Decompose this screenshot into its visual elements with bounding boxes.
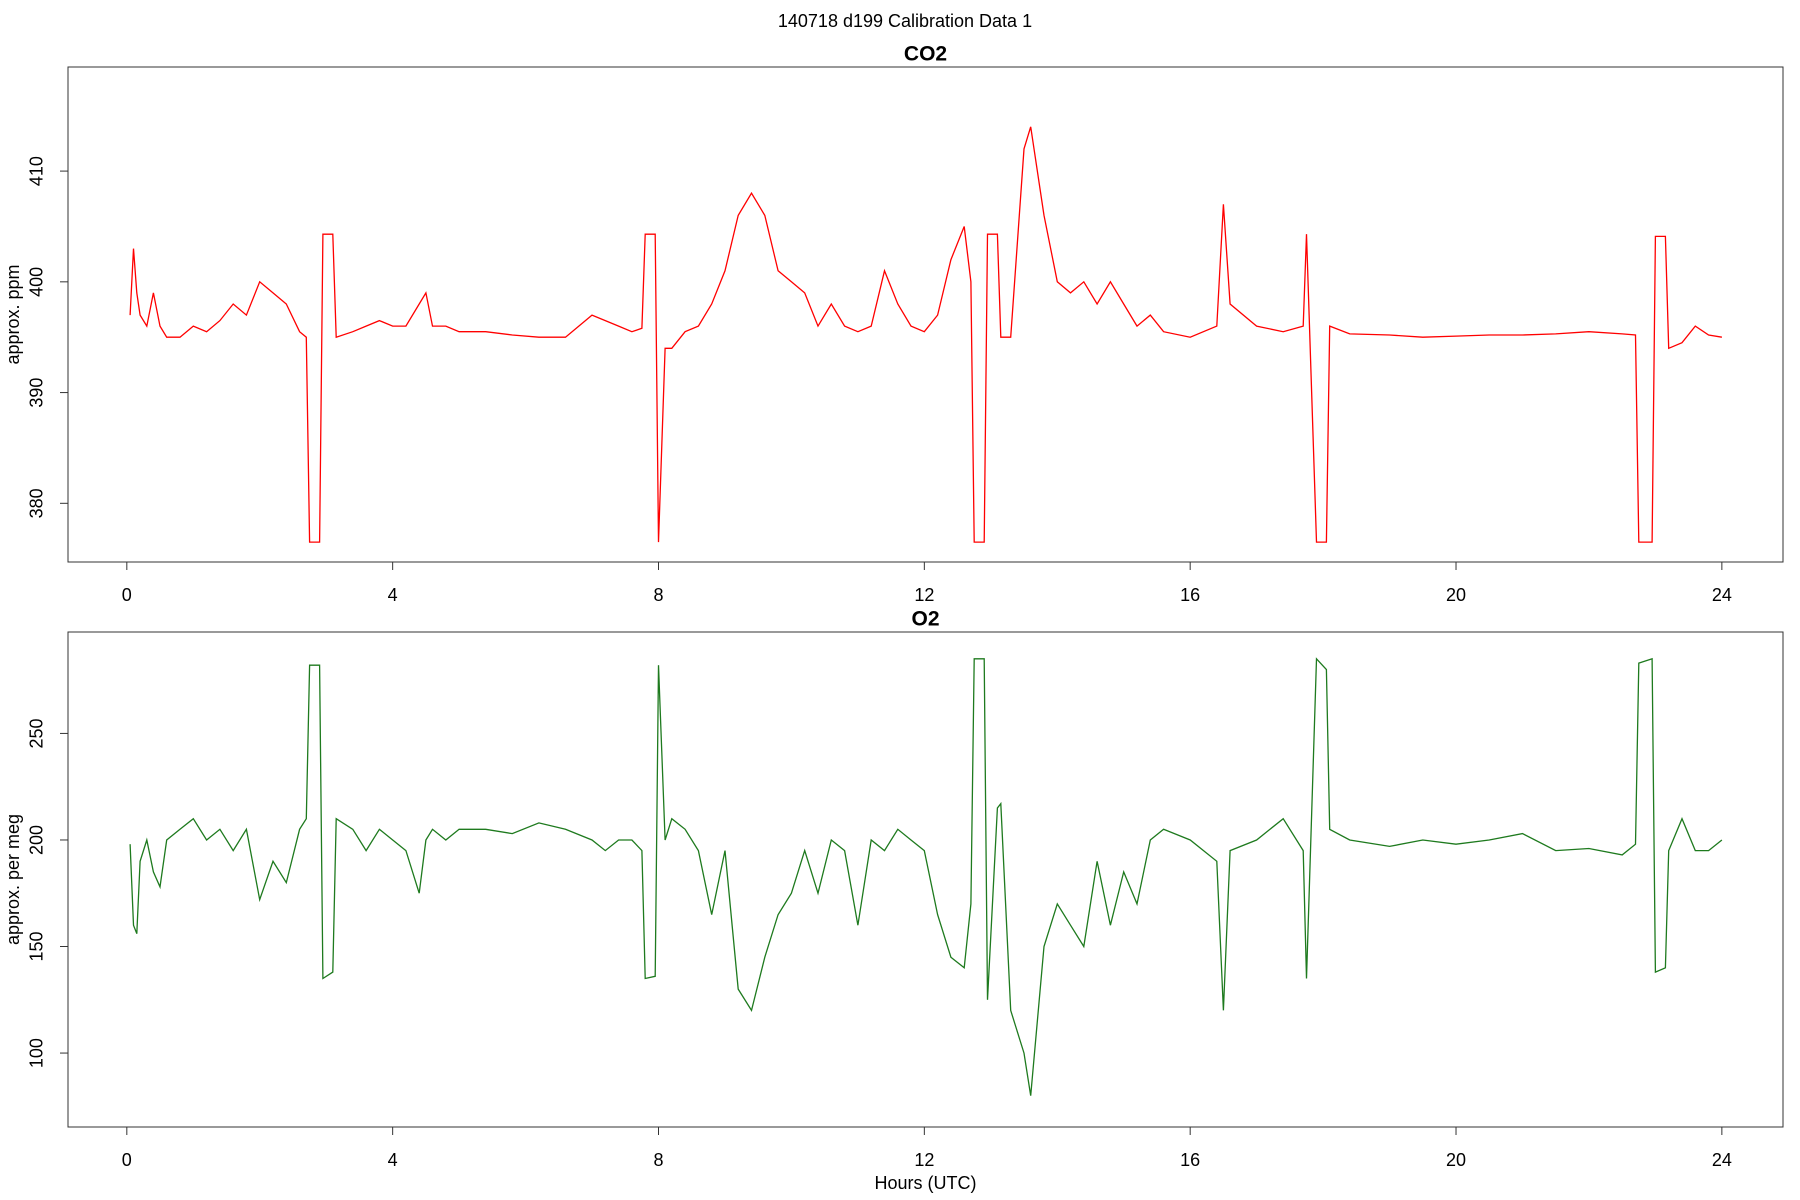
data-line: [129, 657, 1723, 1096]
y-tick-label: 150: [27, 931, 47, 961]
y-axis-label: approx. per meg: [3, 814, 23, 945]
panel-title: O2: [911, 608, 939, 631]
x-tick-label: 12: [914, 1150, 934, 1170]
x-tick-label: 24: [1712, 585, 1732, 605]
y-tick-label: 100: [27, 1038, 47, 1068]
x-tick-label: 16: [1180, 1150, 1200, 1170]
plot-frame: [67, 66, 1784, 563]
x-tick-label: 20: [1446, 585, 1466, 605]
x-tick-label: 0: [122, 585, 132, 605]
y-axis-label: approx. ppm: [3, 264, 23, 364]
figure-title: 140718 d199 Calibration Data 1: [778, 11, 1032, 31]
data-line: [129, 126, 1723, 543]
panel-title: CO2: [904, 43, 947, 66]
y-tick-label: 200: [27, 825, 47, 855]
x-tick-label: 16: [1180, 585, 1200, 605]
y-tick-label: 250: [27, 718, 47, 748]
x-tick-label: 12: [914, 585, 934, 605]
y-tick-label: 410: [27, 156, 47, 186]
x-tick-label: 24: [1712, 1150, 1732, 1170]
plot-frame: [67, 631, 1784, 1128]
x-tick-label: 4: [388, 585, 398, 605]
x-tick-label: 4: [388, 1150, 398, 1170]
y-tick-label: 390: [27, 378, 47, 408]
x-tick-label: 20: [1446, 1150, 1466, 1170]
y-tick-label: 400: [27, 267, 47, 297]
x-tick-label: 0: [122, 1150, 132, 1170]
x-tick-label: 8: [653, 585, 663, 605]
y-tick-label: 380: [27, 488, 47, 518]
x-axis-label: Hours (UTC): [875, 1173, 977, 1193]
x-tick-label: 8: [653, 1150, 663, 1170]
